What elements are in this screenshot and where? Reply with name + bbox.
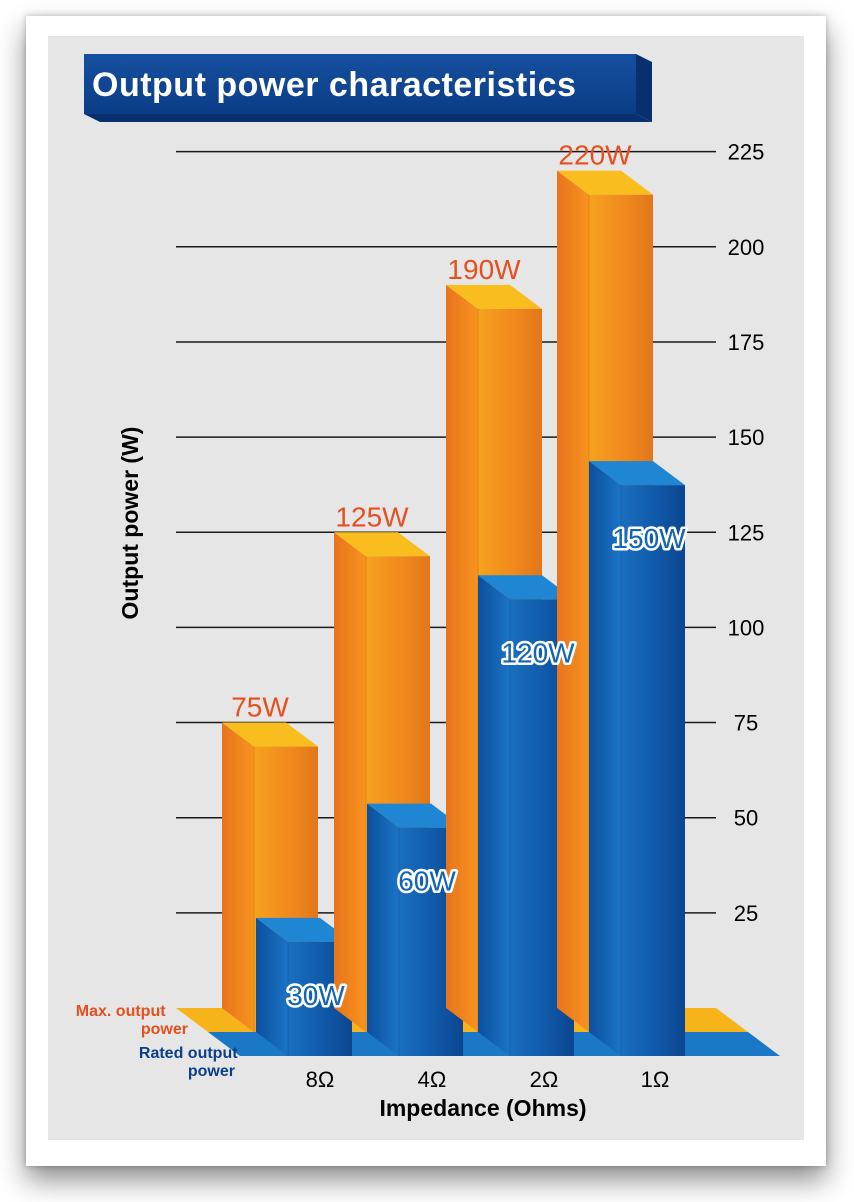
legend-max-label: Max. output power	[76, 1003, 188, 1038]
legend: Max. output power Rated output power	[76, 1003, 242, 1080]
rated-value-label: 150W	[612, 523, 686, 554]
bar-rated-3	[589, 461, 685, 1057]
legend-rated-label: Rated output power	[139, 1045, 242, 1080]
x-axis-ticks: 8Ω 4Ω 2Ω 1Ω	[306, 1067, 670, 1092]
y-axis-ticks: 25 50 75 100 125 150 175 200 225	[728, 140, 765, 926]
title-banner: Output power characteristics	[84, 54, 652, 122]
x-tick-label: 8Ω	[306, 1067, 335, 1092]
rated-value-label: 30W	[287, 980, 345, 1011]
y-tick-label: 75	[734, 711, 758, 736]
x-tick-label: 2Ω	[530, 1067, 559, 1092]
y-axis-label: Output power (W)	[117, 427, 143, 620]
x-axis-label: Impedance (Ohms)	[379, 1095, 586, 1121]
y-tick-label: 225	[728, 140, 765, 165]
y-tick-label: 125	[728, 520, 765, 545]
rated-value-label: 120W	[501, 637, 575, 668]
y-tick-label: 175	[728, 330, 765, 355]
bars	[222, 170, 685, 1057]
max-value-label: 75W	[231, 692, 289, 723]
chart-title: Output power characteristics	[92, 66, 576, 104]
data-labels: 75W 30W 125W 60W 190W 120W 220W 150W	[231, 140, 688, 1014]
y-tick-label: 150	[728, 425, 765, 450]
max-value-label: 125W	[335, 501, 409, 532]
x-tick-label: 4Ω	[418, 1067, 447, 1092]
bar-rated-0	[256, 917, 352, 1056]
max-value-label: 220W	[558, 140, 632, 171]
x-tick-label: 1Ω	[641, 1067, 670, 1092]
y-tick-label: 200	[728, 235, 765, 260]
y-tick-label: 50	[734, 806, 758, 831]
rated-value-label: 60W	[398, 866, 456, 897]
max-value-label: 190W	[447, 254, 521, 285]
y-tick-label: 25	[734, 901, 758, 926]
y-tick-label: 100	[728, 615, 765, 640]
